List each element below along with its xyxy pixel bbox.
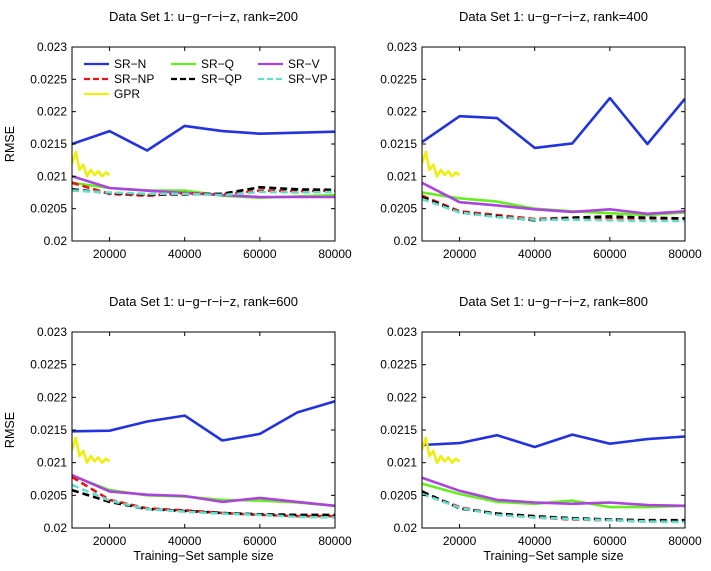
legend-label: SR−V: [288, 57, 320, 71]
x-tick-label: 80000: [668, 534, 702, 548]
x-tick-label: 60000: [593, 247, 627, 261]
x-tick-label: 60000: [243, 247, 277, 261]
legend: SR−N SR−Q SR−V SR−NP SR−QP SR−VP GPR: [84, 57, 328, 101]
chart-panel-3: 20000 40000 60000 80000 0.02 0.0205 0.021 0.021…: [3, 294, 352, 563]
legend-label: SR−QP: [201, 72, 242, 86]
x-tick-label: 80000: [668, 247, 702, 261]
x-tick-label: 40000: [168, 534, 202, 548]
y-tick-label: 0.022: [37, 105, 67, 119]
x-tick-label: 80000: [318, 534, 352, 548]
y-tick-label: 0.0225: [30, 72, 67, 86]
y-tick-label: 0.0205: [30, 202, 67, 216]
series-line-srn: [422, 96, 685, 150]
series-line-srqp: [72, 186, 335, 196]
y-tick-label: 0.023: [37, 40, 67, 54]
y-tick-label: 0.0215: [380, 137, 417, 151]
y-tick-label: 0.021: [387, 456, 417, 470]
series-line-srn: [72, 400, 335, 442]
y-tick-label: 0.0205: [380, 488, 417, 502]
legend-label: SR−Q: [201, 57, 234, 71]
y-axis-label: RMSE: [3, 412, 17, 448]
panel-title: Data Set 1: u−g−r−i−z, rank=200: [109, 9, 298, 24]
series-line-srvp: [72, 483, 335, 519]
y-tick-label: 0.02: [394, 234, 418, 248]
y-tick-label: 0.023: [387, 325, 417, 339]
series-line-srv: [422, 476, 685, 508]
series-line-gpr: [422, 150, 461, 178]
x-tick-label: 20000: [443, 534, 477, 548]
chart-panel-2: 20000 40000 60000 80000 0.02 0.0205 0.021 0.021…: [380, 9, 702, 261]
y-tick-label: 0.021: [387, 169, 417, 183]
x-axis-label: Training−Set sample size: [133, 549, 273, 563]
panel-title: Data Set 1: u−g−r−i−z, rank=600: [109, 294, 298, 309]
y-tick-label: 0.022: [37, 390, 67, 404]
chart-panel-4: 20000 40000 60000 80000 0.02 0.0205 0.021 0.021…: [380, 294, 702, 563]
y-tick-label: 0.0205: [30, 488, 67, 502]
x-axis-label: Training−Set sample size: [483, 549, 623, 563]
panel-title: Data Set 1: u−g−r−i−z, rank=400: [459, 9, 648, 24]
x-tick-label: 20000: [93, 534, 127, 548]
series-line-gpr: [72, 436, 111, 465]
y-tick-label: 0.0215: [380, 423, 417, 437]
x-tick-label: 40000: [518, 534, 552, 548]
legend-label: SR−NP: [114, 72, 154, 86]
series-line-srn: [422, 433, 685, 449]
y-tick-label: 0.0215: [30, 137, 67, 151]
series-line-srn: [72, 124, 335, 152]
y-tick-label: 0.02: [44, 234, 68, 248]
series-line-gpr: [422, 436, 461, 465]
plot-area: [422, 332, 685, 528]
chart-panel-1: 20000 40000 60000 80000 0.02 0.0205 0.021 0.021…: [3, 9, 352, 261]
y-tick-label: 0.022: [387, 105, 417, 119]
x-tick-label: 20000: [93, 247, 127, 261]
series-group: [72, 400, 335, 519]
x-tick-label: 60000: [243, 534, 277, 548]
x-tick-label: 60000: [593, 534, 627, 548]
y-axis-label: RMSE: [3, 126, 17, 162]
series-line-srv: [72, 473, 335, 508]
y-tick-label: 0.021: [37, 456, 67, 470]
x-tick-label: 20000: [443, 247, 477, 261]
y-tick-label: 0.0225: [30, 358, 67, 372]
series-line-gpr: [72, 150, 111, 178]
panel-title: Data Set 1: u−g−r−i−z, rank=800: [459, 294, 648, 309]
y-tick-label: 0.022: [387, 390, 417, 404]
y-tick-label: 0.0215: [30, 423, 67, 437]
series-line-srv: [422, 181, 685, 216]
x-tick-label: 80000: [318, 247, 352, 261]
y-tick-label: 0.02: [44, 521, 68, 535]
series-group: [72, 124, 335, 199]
plot-area: [422, 47, 685, 241]
series-group: [422, 433, 685, 524]
series-group: [422, 96, 685, 223]
y-tick-label: 0.02: [394, 521, 418, 535]
legend-label: SR−N: [114, 57, 146, 71]
y-tick-label: 0.023: [37, 325, 67, 339]
series-line-srvp: [422, 197, 685, 223]
y-tick-label: 0.023: [387, 40, 417, 54]
y-tick-label: 0.0225: [380, 358, 417, 372]
x-tick-label: 40000: [518, 247, 552, 261]
legend-label: SR−VP: [288, 72, 328, 86]
plot-area: [72, 47, 335, 241]
y-tick-label: 0.0205: [380, 202, 417, 216]
y-tick-label: 0.0225: [380, 72, 417, 86]
legend-label: GPR: [114, 87, 140, 101]
series-line-srvp: [422, 492, 685, 524]
x-tick-label: 40000: [168, 247, 202, 261]
y-tick-label: 0.021: [37, 169, 67, 183]
